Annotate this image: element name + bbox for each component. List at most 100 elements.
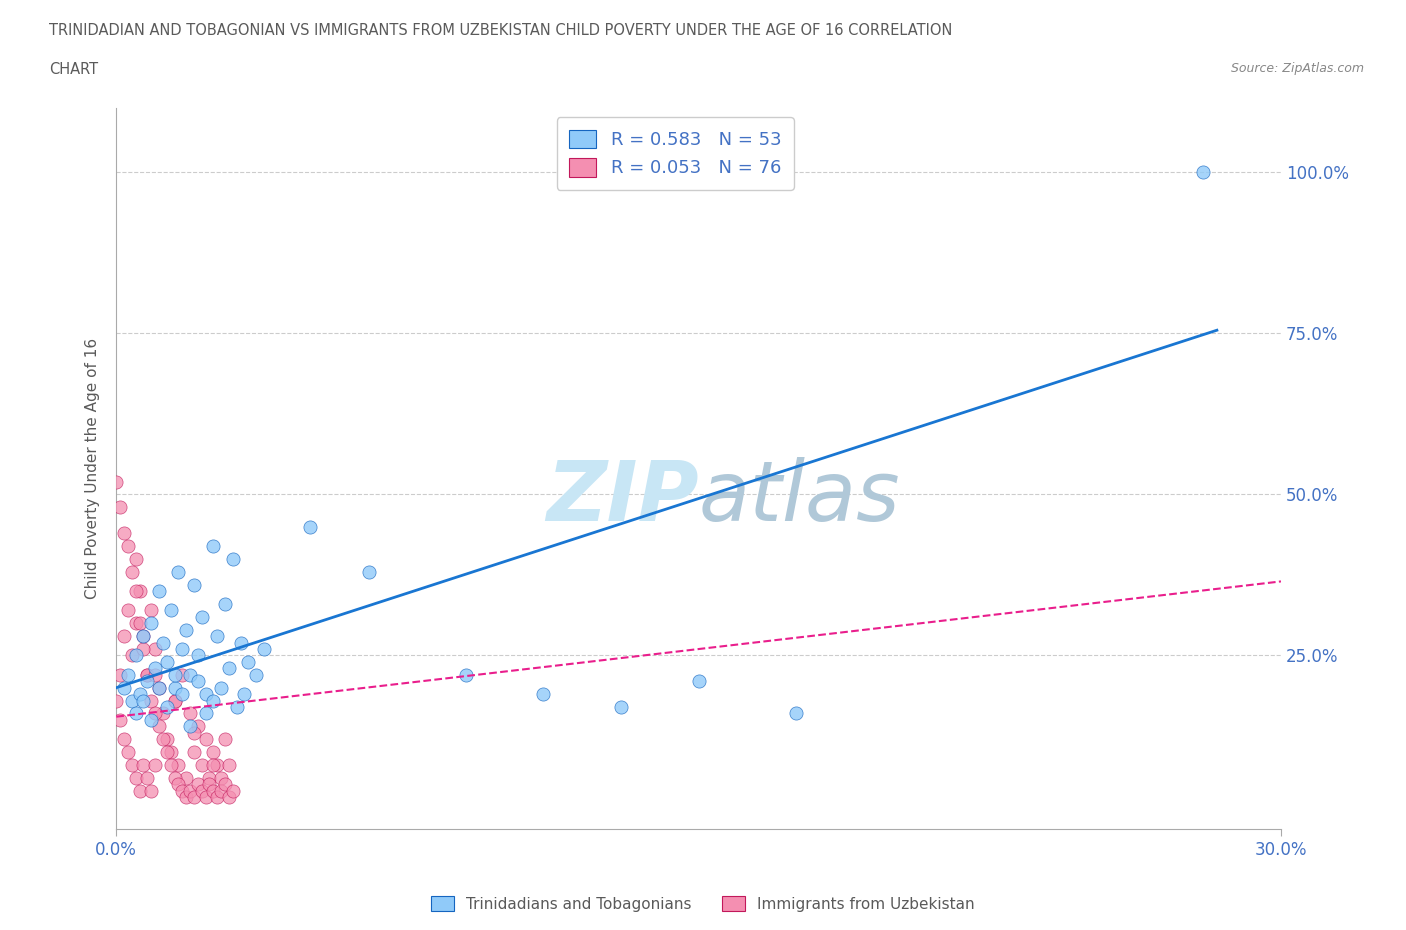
Point [141, 783, 163, 798]
Point [128, 616, 150, 631]
Point [194, 706, 217, 721]
Point [141, 616, 163, 631]
Point [117, 745, 139, 760]
Point [125, 706, 148, 721]
Point [152, 635, 174, 650]
Point [117, 668, 139, 683]
Point [112, 732, 135, 747]
Point [174, 770, 197, 785]
Point [132, 693, 155, 708]
Point [125, 770, 148, 785]
Point [198, 777, 221, 791]
Point [143, 758, 166, 773]
Point [132, 642, 155, 657]
Point [179, 783, 201, 798]
Point [141, 603, 163, 618]
Point [190, 758, 212, 773]
Point [454, 668, 477, 683]
Point [156, 655, 179, 670]
Point [125, 648, 148, 663]
Point [163, 770, 186, 785]
Point [148, 680, 170, 695]
Point [156, 732, 179, 747]
Point [218, 758, 240, 773]
Point [194, 686, 217, 701]
Point [148, 584, 170, 599]
Point [148, 680, 170, 695]
Point [214, 732, 236, 747]
Point [125, 551, 148, 566]
Point [205, 629, 228, 644]
Point [125, 616, 148, 631]
Point [202, 538, 225, 553]
Point [121, 693, 143, 708]
Point [202, 745, 225, 760]
Point [105, 693, 128, 708]
Point [233, 686, 256, 701]
Point [225, 699, 247, 714]
Point [218, 790, 240, 804]
Point [190, 783, 212, 798]
Point [121, 565, 143, 579]
Point [152, 706, 174, 721]
Point [214, 777, 236, 791]
Point [143, 642, 166, 657]
Point [190, 609, 212, 624]
Point [159, 758, 181, 773]
Point [105, 474, 128, 489]
Point [163, 693, 186, 708]
Point [209, 783, 232, 798]
Point [194, 732, 217, 747]
Point [209, 680, 232, 695]
Point [132, 629, 155, 644]
Point [141, 693, 163, 708]
Point [238, 655, 260, 670]
Text: atlas: atlas [699, 457, 900, 538]
Point [357, 565, 380, 579]
Point [174, 790, 197, 804]
Point [209, 770, 232, 785]
Point [143, 668, 166, 683]
Point [117, 603, 139, 618]
Text: TRINIDADIAN AND TOBAGONIAN VS IMMIGRANTS FROM UZBEKISTAN CHILD POVERTY UNDER THE: TRINIDADIAN AND TOBAGONIAN VS IMMIGRANTS… [49, 23, 953, 38]
Point [222, 783, 245, 798]
Point [183, 745, 205, 760]
Point [136, 668, 159, 683]
Point [132, 758, 155, 773]
Point [112, 525, 135, 540]
Point [531, 686, 554, 701]
Point [156, 699, 179, 714]
Point [187, 719, 209, 734]
Point [108, 712, 131, 727]
Point [136, 770, 159, 785]
Point [183, 790, 205, 804]
Point [136, 668, 159, 683]
Point [245, 668, 267, 683]
Point [112, 680, 135, 695]
Point [202, 758, 225, 773]
Point [148, 719, 170, 734]
Point [156, 745, 179, 760]
Point [128, 686, 150, 701]
Point [163, 680, 186, 695]
Point [172, 668, 194, 683]
Point [121, 648, 143, 663]
Point [159, 603, 181, 618]
Point [172, 686, 194, 701]
Point [198, 770, 221, 785]
Point [183, 725, 205, 740]
Point [179, 706, 201, 721]
Legend: R = 0.583   N = 53, R = 0.053   N = 76: R = 0.583 N = 53, R = 0.053 N = 76 [557, 117, 794, 190]
Point [172, 642, 194, 657]
Point [128, 783, 150, 798]
Text: Source: ZipAtlas.com: Source: ZipAtlas.com [1230, 62, 1364, 75]
Point [785, 706, 807, 721]
Point [218, 661, 240, 676]
Point [143, 706, 166, 721]
Point [167, 777, 190, 791]
Point [141, 712, 163, 727]
Point [108, 500, 131, 515]
Point [163, 693, 186, 708]
Point [688, 674, 710, 689]
Point [205, 790, 228, 804]
